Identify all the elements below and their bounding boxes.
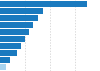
- Bar: [0, 36, 25, 42]
- Bar: [0, 1, 86, 7]
- Bar: [0, 43, 21, 49]
- Bar: [0, 22, 33, 28]
- Bar: [0, 64, 6, 70]
- Bar: [0, 57, 10, 63]
- Bar: [0, 15, 38, 21]
- Bar: [0, 8, 43, 14]
- Bar: [0, 29, 28, 35]
- Bar: [0, 50, 17, 56]
